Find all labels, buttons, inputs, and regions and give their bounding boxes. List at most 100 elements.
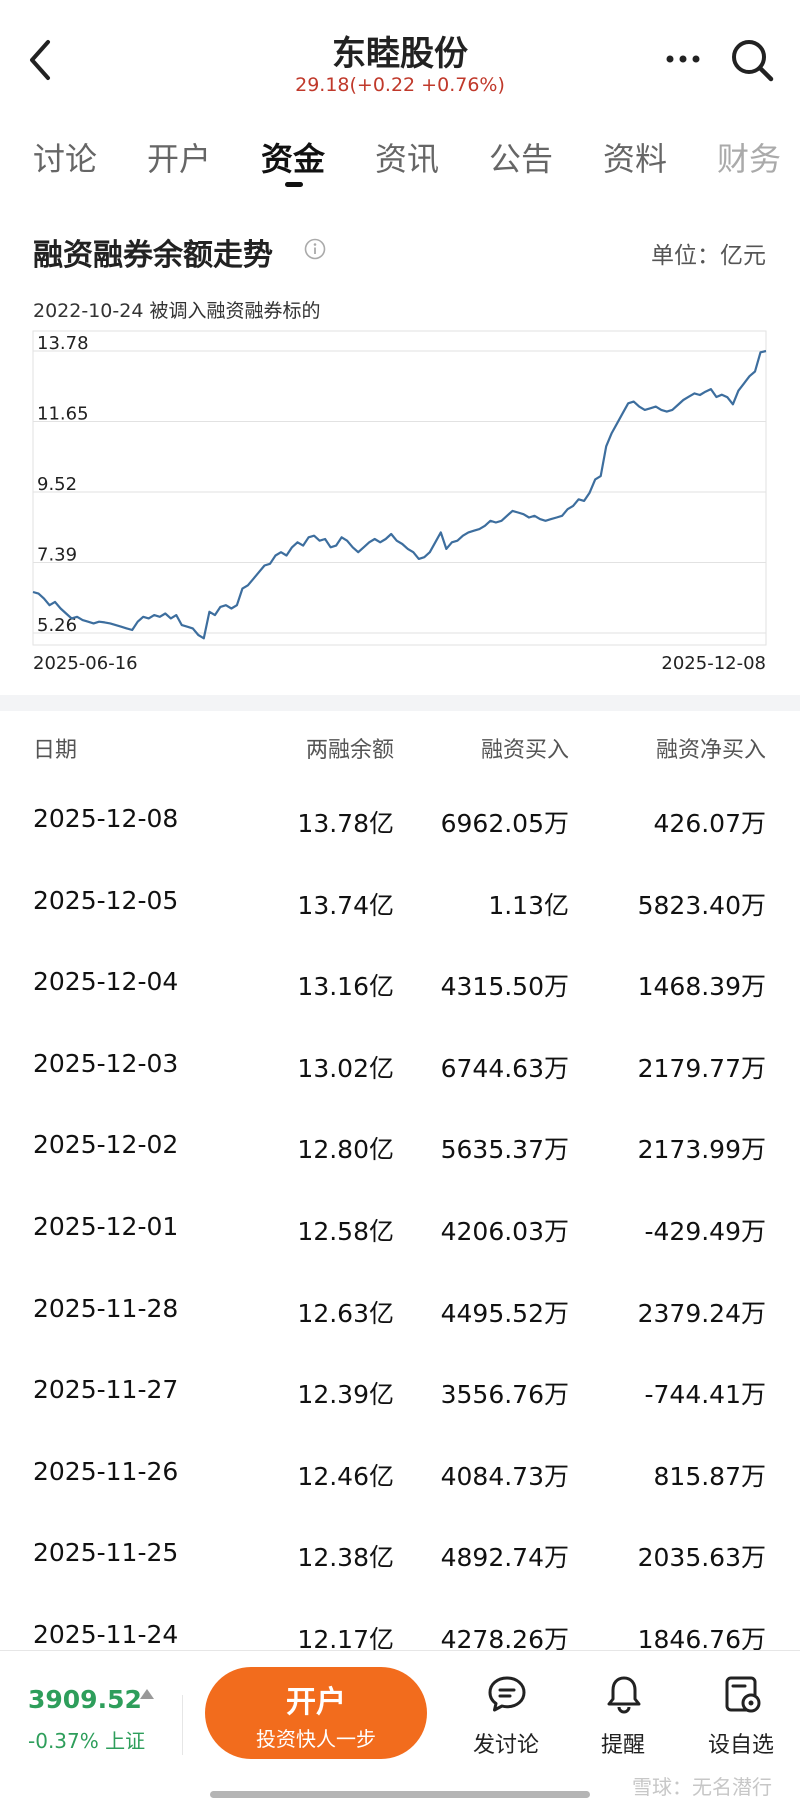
table-row[interactable]: 2025-11-25 12.38亿 4892.74万 2035.63万 xyxy=(0,1516,800,1598)
y-tick-label: 11.65 xyxy=(37,404,89,425)
cell-balance: 13.16亿 xyxy=(297,972,394,1002)
header-buy: 融资买入 xyxy=(480,738,569,763)
cell-date: 2025-11-25 xyxy=(33,1538,179,1568)
x-tick-label: 2025-06-16 xyxy=(33,653,138,674)
post-discussion-button[interactable]: 发讨论 xyxy=(461,1667,551,1767)
cell-buy: 6744.63万 xyxy=(440,1053,569,1083)
cell-buy: 4892.74万 xyxy=(440,1543,569,1573)
tab-profile[interactable]: 资料 xyxy=(603,140,668,178)
cell-buy: 4084.73万 xyxy=(440,1461,569,1491)
bell-icon xyxy=(603,1673,645,1715)
table-body: 2025-12-08 13.78亿 6962.05万 426.07万 2025-… xyxy=(0,782,800,1680)
watermark: 雪球：无名潜行 xyxy=(632,1775,772,1799)
search-icon[interactable] xyxy=(726,34,778,86)
add-watchlist-button[interactable]: 设自选 xyxy=(696,1667,786,1767)
home-indicator xyxy=(210,1791,590,1798)
cell-date: 2025-12-05 xyxy=(33,885,179,915)
chat-icon xyxy=(486,1673,528,1715)
table-row[interactable]: 2025-12-05 13.74亿 1.13亿 5823.40万 xyxy=(0,864,800,946)
stock-title: 东睦股份 xyxy=(332,34,468,74)
open-account-subtitle: 投资快人一步 xyxy=(256,1727,376,1751)
cell-net-buy: 815.87万 xyxy=(653,1461,766,1491)
header-net-buy: 融资净买入 xyxy=(655,738,766,763)
index-change[interactable]: -0.37% 上证 xyxy=(28,1729,146,1753)
y-tick-label: 9.52 xyxy=(37,474,77,495)
table-row[interactable]: 2025-11-27 12.39亿 3556.76万 -744.41万 xyxy=(0,1353,800,1435)
table-row[interactable]: 2025-12-04 13.16亿 4315.50万 1468.39万 xyxy=(0,945,800,1027)
cell-net-buy: 2379.24万 xyxy=(637,1298,766,1328)
table-row[interactable]: 2025-12-08 13.78亿 6962.05万 426.07万 xyxy=(0,782,800,864)
cell-net-buy: 2173.99万 xyxy=(637,1135,766,1165)
cell-net-buy: 2179.77万 xyxy=(637,1053,766,1083)
stock-quote: 29.18(+0.22 +0.76%) xyxy=(295,74,505,96)
cell-date: 2025-11-24 xyxy=(33,1619,179,1649)
table-row[interactable]: 2025-11-28 12.63亿 4495.52万 2379.24万 xyxy=(0,1272,800,1354)
chart-frame xyxy=(32,330,767,646)
y-tick-label: 13.78 xyxy=(37,333,89,354)
cell-date: 2025-11-28 xyxy=(33,1293,179,1323)
table-row[interactable]: 2025-12-02 12.80亿 5635.37万 2173.99万 xyxy=(0,1108,800,1190)
tab-announcements[interactable]: 公告 xyxy=(489,140,554,178)
more-icon[interactable] xyxy=(662,38,704,80)
open-account-title: 开户 xyxy=(286,1685,346,1720)
cell-date: 2025-12-04 xyxy=(33,967,179,997)
reminder-label: 提醒 xyxy=(600,1733,645,1758)
cell-net-buy: 1468.39万 xyxy=(637,972,766,1002)
tab-news[interactable]: 资讯 xyxy=(375,140,440,178)
header-balance: 两融余额 xyxy=(305,738,394,763)
tab-financials[interactable]: 财务 xyxy=(717,140,782,178)
cell-buy: 4278.26万 xyxy=(440,1624,569,1654)
cell-balance: 13.74亿 xyxy=(297,890,394,920)
table-row[interactable]: 2025-12-03 13.02亿 6744.63万 2179.77万 xyxy=(0,1027,800,1109)
tab-funds[interactable]: 资金 xyxy=(261,140,326,178)
cell-buy: 5635.37万 xyxy=(440,1135,569,1165)
add-watchlist-label: 设自选 xyxy=(707,1733,774,1758)
table-row[interactable]: 2025-11-26 12.46亿 4084.73万 815.87万 xyxy=(0,1435,800,1517)
y-tick-label: 7.39 xyxy=(37,545,77,566)
open-account-button[interactable]: 开户 投资快人一步 xyxy=(205,1667,427,1759)
section-divider xyxy=(0,695,800,711)
watchlist-icon xyxy=(721,1673,763,1715)
index-value[interactable]: 3909.52 xyxy=(28,1685,142,1714)
cell-net-buy: 5823.40万 xyxy=(637,890,766,920)
index-arrow-icon xyxy=(140,1689,154,1699)
cell-net-buy: 2035.63万 xyxy=(637,1543,766,1573)
cell-balance: 12.80亿 xyxy=(297,1135,394,1165)
margin-balance-chart: 13.78 11.65 9.52 7.39 5.26 2025-06-16 2025-12-… xyxy=(0,325,800,685)
cell-date: 2025-12-01 xyxy=(33,1211,179,1241)
reminder-button[interactable]: 提醒 xyxy=(578,1667,668,1767)
cell-date: 2025-12-02 xyxy=(33,1130,179,1160)
margin-note: 2022-10-24 被调入融资融券标的 xyxy=(33,300,321,322)
cell-date: 2025-11-26 xyxy=(33,1456,179,1486)
cell-balance: 12.39亿 xyxy=(297,1380,394,1410)
cell-date: 2025-11-27 xyxy=(33,1375,179,1405)
info-icon[interactable] xyxy=(304,238,326,260)
table-row[interactable]: 2025-12-01 12.58亿 4206.03万 -429.49万 xyxy=(0,1190,800,1272)
cell-balance: 12.38亿 xyxy=(297,1543,394,1573)
section-title: 融资融券余额走势 xyxy=(33,238,273,273)
x-tick-label: 2025-12-08 xyxy=(661,653,766,674)
table-row[interactable]: 2025-11-24 12.17亿 4278.26万 1846.76万 xyxy=(0,1598,800,1680)
cell-buy: 4495.52万 xyxy=(440,1298,569,1328)
cell-balance: 12.58亿 xyxy=(297,1216,394,1246)
tab-open-account[interactable]: 开户 xyxy=(147,140,212,178)
tab-bar: 讨论 开户 资金 资讯 公告 资料 财务 xyxy=(0,128,800,188)
tab-discussion[interactable]: 讨论 xyxy=(33,140,98,178)
chart-svg: 13.78 11.65 9.52 7.39 5.26 2025-06-16 2025-12-… xyxy=(32,330,767,674)
cell-balance: 12.46亿 xyxy=(297,1461,394,1491)
cell-buy: 4206.03万 xyxy=(440,1216,569,1246)
cell-balance: 13.78亿 xyxy=(297,809,394,838)
series-line xyxy=(32,349,767,640)
table-header: 日期 两融余额 融资买入 融资净买入 xyxy=(0,728,800,768)
back-icon[interactable] xyxy=(22,34,62,86)
cell-buy: 4315.50万 xyxy=(440,972,569,1002)
cell-buy: 3556.76万 xyxy=(440,1380,569,1410)
cell-buy: 1.13亿 xyxy=(488,890,569,920)
cell-net-buy: 1846.76万 xyxy=(637,1624,766,1654)
bottom-bar: 3909.52 -0.37% 上证 开户 投资快人一步 发讨论 提醒 设自选 雪… xyxy=(0,1650,800,1803)
cell-balance: 12.17亿 xyxy=(297,1624,394,1654)
cell-net-buy: -744.41万 xyxy=(644,1380,767,1410)
cell-buy: 6962.05万 xyxy=(440,809,569,838)
unit-label: 单位：亿元 xyxy=(651,243,766,269)
cell-date: 2025-12-08 xyxy=(33,804,179,833)
